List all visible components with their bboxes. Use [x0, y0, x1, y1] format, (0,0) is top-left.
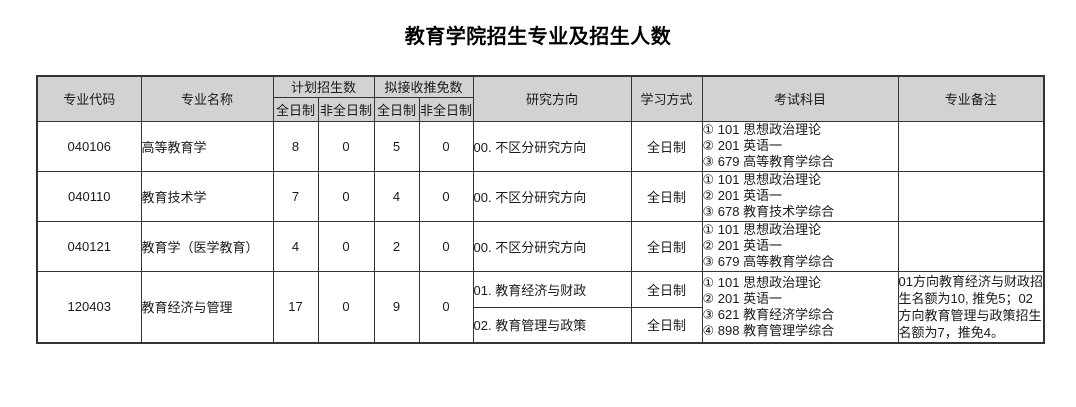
table-header: 专业代码 专业名称 计划招生数 拟接收推免数 研究方向 学习方式 考试科目 专业… [36, 75, 1045, 122]
planned-part-cell: 0 [317, 170, 375, 222]
table-row: 040106 高等教育学 8 0 5 0 00. 不区分研究方向 全日制 ① 1… [36, 120, 1045, 172]
study-mode-cell: 全日制 [630, 306, 703, 344]
exempt-full-cell: 2 [373, 220, 420, 272]
header-major-remarks: 专业备注 [897, 75, 1045, 122]
exempt-part-cell: 0 [418, 120, 474, 172]
exempt-full-cell: 4 [373, 170, 420, 222]
exempt-part-cell: 0 [418, 170, 474, 222]
research-direction-cell: 01. 教育经济与财政 [472, 270, 632, 308]
header-row-sub: 全日制 非全日制 全日制 非全日制 [37, 96, 1044, 122]
header-study-mode: 学习方式 [630, 75, 703, 122]
exempt-full-cell: 5 [373, 120, 420, 172]
research-direction-cell: 00. 不区分研究方向 [472, 120, 632, 172]
study-mode-cell: 全日制 [630, 170, 703, 222]
exam-subject-line: ④ 898 教育管理学综合 [702, 322, 835, 338]
header-major-name: 专业名称 [140, 75, 274, 122]
major-remarks-cell [897, 170, 1045, 222]
admissions-table: 专业代码 专业名称 计划招生数 拟接收推免数 研究方向 学习方式 考试科目 专业… [36, 75, 1046, 344]
exam-subject-line: ③ 679 高等教育学综合 [702, 254, 835, 269]
study-mode-cell: 全日制 [630, 120, 703, 172]
table-row: 040110 教育技术学 7 0 4 0 00. 不区分研究方向 全日制 ① 1… [36, 170, 1045, 222]
exam-subject-line: ③ 679 高等教育学综合 [702, 154, 835, 169]
major-name-cell: 教育学（医学教育） [140, 220, 274, 272]
exempt-part-cell: 0 [418, 220, 474, 272]
exam-subject-line: ① 101 思想政治理论 [702, 274, 822, 290]
major-name-cell: 高等教育学 [140, 120, 274, 172]
exam-subject-line: ② 201 英语一 [702, 138, 783, 153]
header-exam-subjects: 考试科目 [701, 75, 899, 122]
header-exempt-full-time: 全日制 [373, 96, 420, 122]
planned-part-cell: 0 [317, 270, 375, 344]
exam-subjects-cell: ① 101 思想政治理论 ② 201 英语一 ③ 679 高等教育学综合 [701, 120, 899, 172]
planned-full-cell: 4 [272, 220, 319, 272]
page-title: 教育学院招生专业及招生人数 [404, 26, 672, 48]
table-row: 02. 教育管理与政策 全日制 [37, 306, 1044, 344]
exam-subjects-cell: ① 101 思想政治理论 ② 201 英语一 ③ 678 教育技术学综合 [701, 170, 899, 222]
exempt-full-cell: 9 [373, 270, 420, 344]
exam-subjects-cell: ① 101 思想政治理论 ② 201 英语一 ③ 621 教育经济学综合 ④ 8… [701, 270, 899, 344]
exam-subject-line: ③ 621 教育经济学综合 [702, 306, 835, 322]
research-direction-cell: 00. 不区分研究方向 [472, 220, 632, 272]
header-planned-enrollment: 计划招生数 [272, 75, 375, 98]
table-row: 040121 教育学（医学教育） 4 0 2 0 00. 不区分研究方向 全日制… [36, 220, 1045, 272]
planned-full-cell: 17 [272, 270, 319, 344]
header-major-code: 专业代码 [36, 75, 142, 122]
major-remarks-cell: 01方向教育经济与财政招生名额为10, 推免5；02方向教育管理与政策招生名额为… [897, 270, 1045, 344]
header-recommended-exemption: 拟接收推免数 [373, 75, 474, 98]
table-body: 040106 高等教育学 8 0 5 0 00. 不区分研究方向 全日制 ① 1… [36, 120, 1045, 344]
table-container: 专业代码 专业名称 计划招生数 拟接收推免数 研究方向 学习方式 考试科目 专业… [36, 75, 1076, 344]
planned-full-cell: 8 [272, 120, 319, 172]
study-mode-cell: 全日制 [630, 270, 703, 308]
major-name-cell: 教育技术学 [140, 170, 274, 222]
major-remarks-cell [897, 120, 1045, 172]
major-code-cell: 040110 [36, 170, 142, 222]
research-direction-cell: 02. 教育管理与政策 [472, 306, 632, 344]
exam-subject-line: ② 201 英语一 [702, 290, 783, 306]
header-research-direction: 研究方向 [472, 75, 632, 122]
header-planned-full-time: 全日制 [272, 96, 319, 122]
planned-part-cell: 0 [317, 220, 375, 272]
header-row-groups: 专业代码 专业名称 计划招生数 拟接收推免数 研究方向 学习方式 考试科目 专业… [36, 75, 1045, 122]
major-code-cell: 120403 [36, 270, 142, 344]
exam-subjects-cell: ① 101 思想政治理论 ② 201 英语一 ③ 679 高等教育学综合 [701, 220, 899, 272]
exempt-part-cell: 0 [418, 270, 474, 344]
exam-subject-line: ① 101 思想政治理论 [702, 222, 822, 237]
exam-subject-line: ① 101 思想政治理论 [702, 122, 822, 137]
header-exempt-part-time: 非全日制 [418, 96, 474, 122]
exam-subject-line: ② 201 英语一 [702, 188, 783, 203]
header-planned-part-time: 非全日制 [317, 96, 375, 122]
exam-subject-line: ① 101 思想政治理论 [702, 172, 822, 187]
planned-full-cell: 7 [272, 170, 319, 222]
major-name-cell: 教育经济与管理 [140, 270, 274, 344]
major-code-cell: 040121 [36, 220, 142, 272]
major-code-cell: 040106 [36, 120, 142, 172]
planned-part-cell: 0 [317, 120, 375, 172]
study-mode-cell: 全日制 [630, 220, 703, 272]
table-row: 120403 教育经济与管理 17 0 9 0 01. 教育经济与财政 全日制 … [36, 270, 1045, 344]
major-remarks-cell [897, 220, 1045, 272]
research-direction-cell: 00. 不区分研究方向 [472, 170, 632, 222]
exam-subject-line: ③ 678 教育技术学综合 [702, 204, 835, 219]
exam-subject-line: ② 201 英语一 [702, 238, 783, 253]
